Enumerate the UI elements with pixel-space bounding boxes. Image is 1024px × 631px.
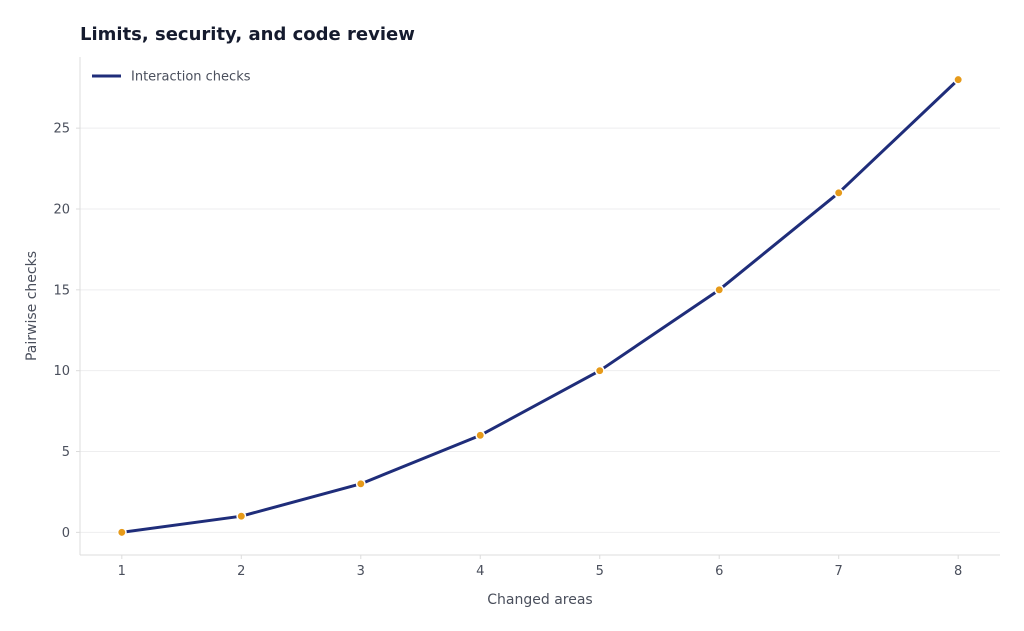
y-tick-label: 15 [53, 283, 70, 298]
x-tick-label: 1 [118, 564, 126, 579]
data-point [236, 511, 247, 522]
y-axis-label: Pairwise checks [24, 251, 40, 361]
data-point [594, 365, 605, 376]
legend-label: Interaction checks [131, 70, 251, 85]
x-axis-label: Changed areas [487, 592, 592, 608]
series-line [120, 78, 960, 534]
data-point [714, 284, 725, 295]
data-point [833, 187, 844, 198]
data-point [953, 74, 964, 85]
x-tick-label: 6 [715, 564, 723, 579]
y-tick-label: 0 [62, 526, 70, 541]
y-axis-ticks: 0 5 10 15 20 25 [53, 122, 80, 541]
legend: Interaction checks [92, 70, 251, 85]
series-layer [116, 74, 964, 538]
chart-title: Limits, security, and code review [80, 24, 415, 45]
x-tick-label: 5 [596, 564, 604, 579]
x-tick-label: 3 [357, 564, 365, 579]
x-tick-label: 4 [476, 564, 484, 579]
x-axis-ticks: 1 2 3 4 5 6 7 8 [118, 555, 962, 579]
axes [79, 57, 1000, 556]
x-tick-label: 8 [954, 564, 962, 579]
data-point [355, 478, 366, 489]
y-tick-label: 5 [62, 445, 70, 460]
x-tick-label: 7 [835, 564, 843, 579]
y-tick-label: 25 [53, 122, 70, 137]
grid-lines [80, 127, 1000, 533]
data-point [116, 527, 127, 538]
y-tick-label: 20 [53, 202, 70, 217]
y-tick-label: 10 [53, 364, 70, 379]
data-point [475, 430, 486, 441]
x-tick-label: 2 [237, 564, 245, 579]
